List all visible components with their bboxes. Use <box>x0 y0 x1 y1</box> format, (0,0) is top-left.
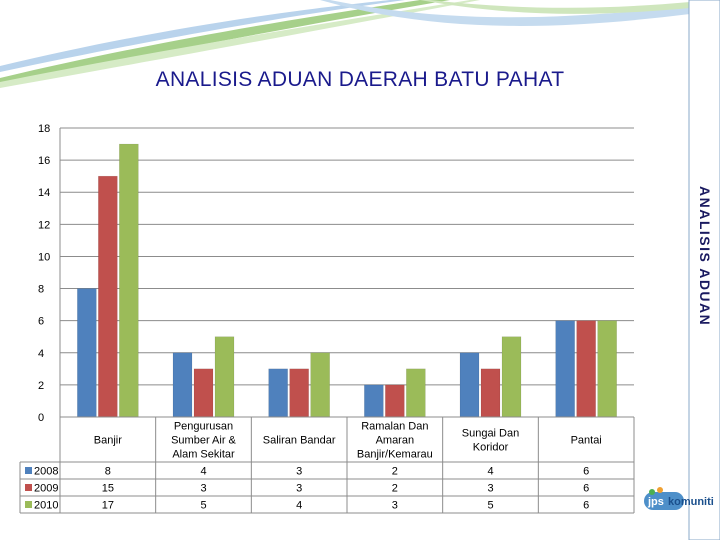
table-cell-value: 3 <box>296 483 302 495</box>
bar <box>480 368 501 418</box>
category-label: Alam Sekitar <box>172 449 235 461</box>
bar <box>459 352 480 418</box>
category-label: Saliran Bandar <box>263 435 336 447</box>
bar <box>193 368 214 418</box>
category-label: Pantai <box>571 435 602 447</box>
table-cell-value: 6 <box>583 466 589 478</box>
table-cell-value: 3 <box>296 466 302 478</box>
side-label: ANALISIS ADUAN <box>697 186 713 327</box>
table-cell-value: 4 <box>296 500 302 512</box>
table-cell-value: 8 <box>105 466 111 478</box>
category-label: Ramalan Dan <box>361 421 428 433</box>
logo-figure-head <box>649 489 655 495</box>
bar <box>310 352 330 418</box>
y-tick-label: 18 <box>38 123 50 135</box>
bar <box>385 384 405 418</box>
category-label: Sumber Air & <box>171 435 236 447</box>
bar <box>289 368 309 418</box>
bar <box>501 336 522 418</box>
bar <box>597 320 617 418</box>
bar <box>98 175 118 418</box>
logo-figure-head-2 <box>657 487 663 493</box>
swoosh-lightgreen <box>0 0 480 88</box>
y-tick-label: 4 <box>38 348 44 360</box>
right-band <box>688 0 720 540</box>
swoosh-right-blue <box>320 0 690 26</box>
logo-text: jps <box>647 496 664 508</box>
bar <box>406 368 426 418</box>
category-label: Koridor <box>473 442 509 454</box>
y-tick-label: 16 <box>38 155 50 167</box>
table-cell-value: 5 <box>487 500 493 512</box>
category-label: Banjir/Kemarau <box>357 449 433 461</box>
legend-swatch <box>25 484 32 491</box>
table-cell-value: 5 <box>200 500 206 512</box>
y-tick-label: 8 <box>38 284 44 296</box>
table-cell-value: 15 <box>102 483 114 495</box>
table-cell-value: 4 <box>487 466 493 478</box>
bar <box>77 288 97 418</box>
category-label: Sungai Dan <box>462 428 520 440</box>
bar <box>576 320 596 418</box>
table-cell-value: 4 <box>200 466 206 478</box>
page-title: ANALISIS ADUAN DAERAH BATU PAHAT <box>155 68 565 91</box>
legend-label: 2010 <box>34 500 58 512</box>
bar <box>364 384 384 418</box>
y-tick-label: 10 <box>38 251 50 263</box>
table-cell-value: 2 <box>392 483 398 495</box>
table-cell-value: 3 <box>392 500 398 512</box>
logo-text-2: komuniti <box>668 496 714 508</box>
logo: jps komuniti <box>644 487 714 510</box>
legend-label: 2008 <box>34 466 58 478</box>
table-cell-value: 3 <box>487 483 493 495</box>
bar <box>172 352 193 418</box>
table-cell-value: 3 <box>200 483 206 495</box>
legend-swatch <box>25 467 32 474</box>
category-label: Banjir <box>94 435 122 447</box>
y-tick-label: 6 <box>38 316 44 328</box>
y-tick-label: 12 <box>38 219 50 231</box>
swoosh-right-green <box>420 0 690 14</box>
y-tick-label: 0 <box>38 412 44 424</box>
bar <box>268 368 288 418</box>
y-tick-label: 14 <box>38 187 50 199</box>
table-cell-value: 6 <box>583 483 589 495</box>
logo-swoosh <box>644 492 684 510</box>
legend-label: 2009 <box>34 483 58 495</box>
table-cell-value: 2 <box>392 466 398 478</box>
bar <box>119 143 139 418</box>
category-label: Pengurusan <box>174 421 233 433</box>
bar <box>555 320 575 418</box>
category-label: Amaran <box>376 435 415 447</box>
bar <box>214 336 235 418</box>
legend-swatch <box>25 501 32 508</box>
table-cell-value: 17 <box>102 500 114 512</box>
y-tick-label: 2 <box>38 380 44 392</box>
table-cell-value: 6 <box>583 500 589 512</box>
